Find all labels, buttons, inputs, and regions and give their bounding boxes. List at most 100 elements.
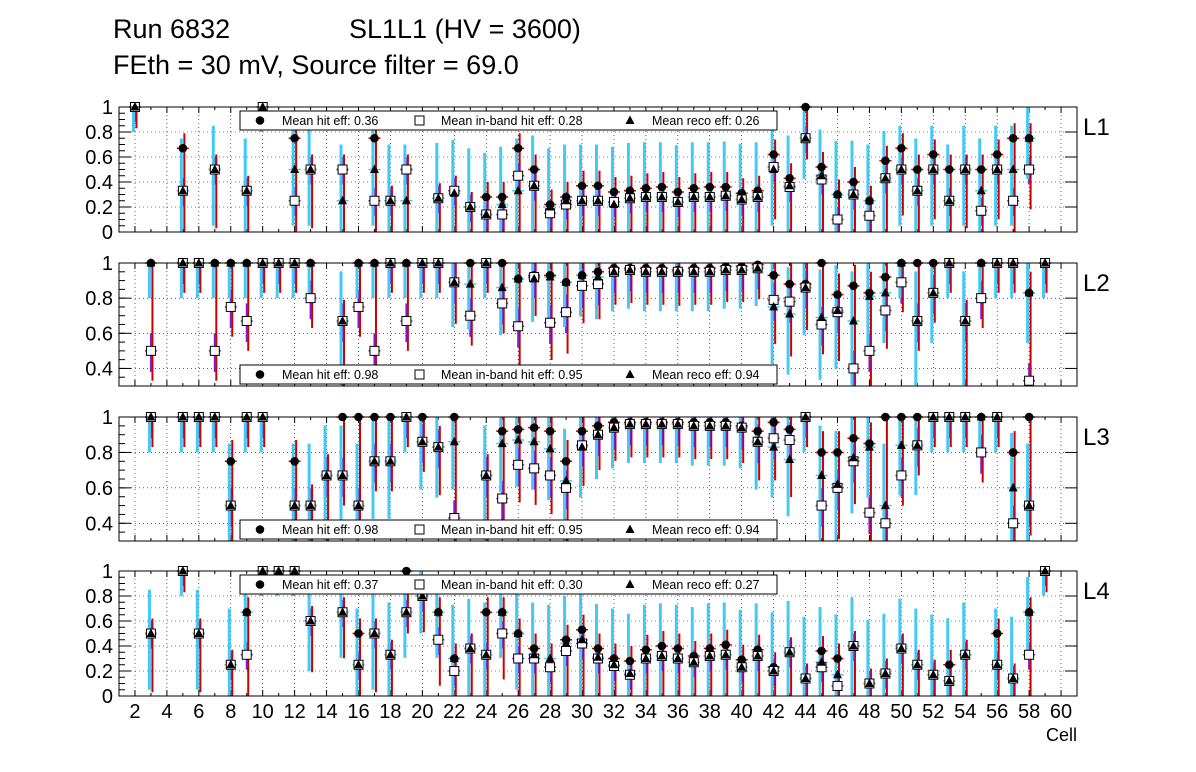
reco-eff-marker <box>817 170 827 180</box>
hit-eff-marker <box>513 425 523 434</box>
hit-eff-marker <box>641 183 651 193</box>
data-point <box>655 263 668 312</box>
data-point <box>224 258 237 337</box>
hit-eff-marker <box>929 150 938 159</box>
legend-reco-marker <box>625 369 635 378</box>
data-point <box>592 263 604 320</box>
reco-eff-marker <box>449 277 459 286</box>
reco-eff-marker <box>609 266 619 276</box>
inband-eff-marker <box>896 470 907 481</box>
y-tick-label: 0.4 <box>85 172 113 194</box>
data-point <box>256 258 269 299</box>
y-tick-label: 0 <box>102 222 113 244</box>
reco-eff-marker <box>817 657 827 666</box>
hit-eff-marker <box>609 654 619 663</box>
data-point <box>767 125 780 226</box>
hit-eff-marker <box>881 156 890 166</box>
x-tick-label: 46 <box>826 701 848 723</box>
data-point <box>655 417 668 464</box>
hit-eff-marker <box>849 433 858 443</box>
legend-inband-marker <box>414 524 425 535</box>
inband-eff-marker <box>561 646 572 656</box>
reco-eff-marker <box>210 412 220 421</box>
hit-eff-marker <box>705 182 715 192</box>
data-point <box>831 430 844 541</box>
hit-eff-marker <box>577 625 587 635</box>
reco-eff-marker <box>561 277 571 286</box>
data-point <box>975 412 988 483</box>
data-point <box>1007 258 1020 299</box>
reco-eff-marker <box>449 188 459 197</box>
reco-eff-marker <box>258 566 268 575</box>
data-point <box>528 263 541 322</box>
reco-eff-marker <box>433 607 443 616</box>
data-point <box>576 593 589 696</box>
hit-eff-marker <box>769 150 778 159</box>
reco-eff-marker <box>625 419 635 428</box>
data-point <box>959 125 972 229</box>
reco-eff-marker <box>529 273 539 283</box>
reco-eff-marker <box>210 258 220 267</box>
reco-eff-marker <box>960 412 970 421</box>
inband-eff-marker <box>848 363 859 374</box>
data-point <box>703 417 716 466</box>
legend: Mean hit eff: 0.98 Mean in-band hit eff: … <box>239 364 778 385</box>
y-tick-label: 1 <box>102 97 113 119</box>
reco-eff-marker <box>848 452 858 462</box>
hit-eff-marker <box>657 182 667 192</box>
reco-eff-marker <box>609 422 619 432</box>
legend-hit-marker <box>255 116 265 125</box>
reco-eff-marker <box>226 500 236 510</box>
reco-eff-marker <box>545 443 555 453</box>
reco-eff-marker <box>833 305 842 314</box>
run-title: Run 6832 <box>113 14 231 44</box>
data-point <box>464 148 477 232</box>
reco-eff-marker <box>833 669 842 679</box>
data-point <box>528 602 541 696</box>
reco-eff-marker <box>864 195 874 205</box>
y-tick-label: 0.2 <box>85 197 113 219</box>
data-point <box>927 412 940 453</box>
reco-eff-marker <box>242 412 252 421</box>
reco-eff-marker <box>306 164 316 173</box>
data-point <box>847 140 860 232</box>
data-point <box>528 417 541 505</box>
reco-eff-marker <box>721 265 731 274</box>
data-point <box>991 258 1004 299</box>
inband-eff-marker <box>816 319 827 330</box>
reco-eff-marker <box>705 266 715 276</box>
data-point <box>176 258 189 299</box>
reco-eff-marker <box>801 673 811 682</box>
reco-eff-marker <box>737 422 747 432</box>
data-point <box>384 144 397 232</box>
x-tick-label: 8 <box>225 701 236 723</box>
inband-eff-marker <box>353 301 364 312</box>
reco-eff-marker <box>593 195 603 205</box>
reco-eff-marker <box>960 164 970 173</box>
data-point <box>623 613 636 696</box>
legend-reco-label: Mean reco eff: 0.94 <box>652 368 760 382</box>
hit-eff-marker <box>673 187 683 197</box>
legend-reco-label: Mean reco eff: 0.27 <box>652 578 760 592</box>
plot-frame <box>118 416 1078 542</box>
y-tick-label: 0.8 <box>85 288 113 310</box>
data-point <box>751 260 764 307</box>
x-tick-label: 16 <box>347 701 369 723</box>
data-point <box>240 577 253 696</box>
data-point <box>719 262 732 309</box>
legend-inband-label: Mean in-band hit eff: 0.95 <box>441 368 583 382</box>
hit-eff-marker <box>769 418 778 427</box>
data-point <box>735 610 748 696</box>
reco-eff-marker <box>561 638 571 647</box>
hit-eff-marker <box>785 425 794 434</box>
reco-eff-marker <box>944 676 954 685</box>
data-point <box>384 412 397 519</box>
data-point <box>975 138 988 232</box>
data-point <box>975 258 988 329</box>
reco-eff-marker <box>593 272 603 281</box>
inband-eff-marker <box>561 482 572 493</box>
data-point <box>799 616 812 696</box>
data-point <box>703 603 716 696</box>
data-point <box>496 258 509 336</box>
legend-hit-label: Mean hit eff: 0.98 <box>282 368 378 382</box>
